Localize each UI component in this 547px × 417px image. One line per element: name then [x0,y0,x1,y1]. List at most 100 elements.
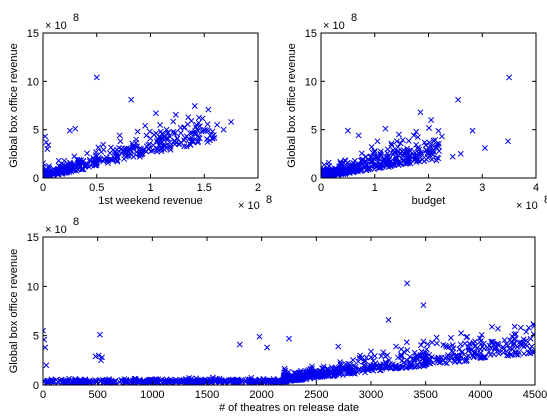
data-point [183,143,190,150]
data-point [62,379,69,385]
data-point [406,353,413,360]
data-point-outlier [404,280,411,287]
data-point [69,379,76,385]
data-point [299,373,306,380]
data-point [457,341,464,348]
data-point [436,148,443,155]
data-point [100,378,107,385]
data-point [61,157,68,164]
data-point-outlier [504,342,511,349]
data-point [393,158,400,165]
data-point [489,323,495,330]
data-point [410,132,417,139]
data-point [363,354,370,361]
data-point [371,353,378,359]
data-point [337,163,344,170]
data-point [80,166,87,173]
data-point [304,369,310,376]
data-point [352,363,359,370]
data-point [357,165,364,172]
data-point [325,159,332,166]
x-tick-label: 3000 [359,389,383,401]
data-point [100,141,107,148]
data-point [416,363,423,370]
data-point [93,379,100,385]
data-point [356,161,363,168]
data-point [157,128,164,135]
x-tick-label: 2000 [249,389,273,401]
x-tick-label: 3 [479,182,485,194]
data-point [362,357,369,364]
scatter-marks [43,74,235,178]
axis-ticks: 0 500 1000 1500 2000 2500 3000 3500 4000 4500 0 5 10… [27,232,547,401]
data-point-outlier [488,338,495,345]
data-point [368,153,375,160]
data-point [98,148,105,155]
data-point [386,156,393,163]
data-point-outlier [457,150,464,157]
data-point [136,376,143,383]
data-point [328,170,335,177]
data-point [319,369,326,376]
data-point [420,338,427,345]
data-point [108,156,115,163]
data-point [405,158,412,165]
data-point-outlier [344,127,351,134]
data-point-outlier [43,139,50,146]
y-tick-label: 10 [27,76,39,88]
data-point [435,354,442,361]
data-point [423,147,430,154]
data-point-outlier [517,324,524,331]
data-point [389,361,396,368]
data-point [355,358,362,365]
data-point [302,375,309,382]
data-point [371,365,378,371]
data-point [171,130,177,137]
y-tick-label: 0 [311,173,317,185]
data-point-outlier [256,333,263,340]
data-point [527,335,534,342]
data-point-outlier [264,344,271,351]
data-point [205,127,212,134]
data-point [171,141,178,148]
data-point-outlier [477,346,484,353]
data-point [93,162,100,169]
data-point [78,160,85,167]
data-point-outlier [134,128,141,135]
x-tick-label: 0 [318,182,324,194]
data-point [496,348,502,354]
x-multiplier-base: × 10 [516,200,538,212]
data-point-outlier [422,142,429,149]
data-point [43,378,47,385]
data-point [348,167,355,173]
data-point-outlier [97,357,104,364]
data-point [435,127,442,134]
data-point [404,347,411,354]
data-point [238,376,245,383]
data-point-outlier [335,343,342,350]
data-point [62,170,68,177]
data-point [365,364,372,370]
data-point [511,331,518,338]
data-point-outlier [96,331,103,338]
x-tick-label: 4500 [523,389,547,401]
data-point [489,338,496,345]
data-point [93,160,99,167]
data-point [374,159,381,166]
data-point [145,145,152,152]
data-point [494,341,501,348]
data-point [393,138,400,145]
x-tick-label: 2 [255,182,261,194]
data-point [395,354,401,361]
data-point [474,350,481,357]
plot-frame [42,32,259,179]
data-point [429,339,436,346]
data-point [188,135,195,142]
data-point [177,130,184,137]
data-point [512,350,519,357]
data-point [111,155,118,162]
data-point-outlier [286,335,292,342]
data-point-outlier [72,125,79,132]
data-point-outlier [374,138,381,145]
data-point [337,359,344,366]
